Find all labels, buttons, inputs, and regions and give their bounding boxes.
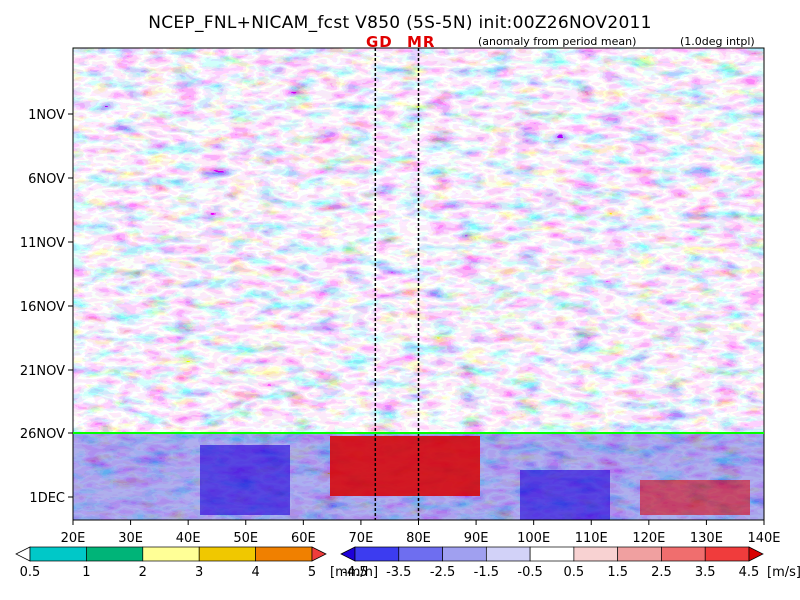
- wind-colorbar-swatch: [704, 546, 750, 562]
- wind-colorbar-swatch: [748, 546, 764, 562]
- y-tick-label: 21NOV: [20, 364, 65, 379]
- x-tick-label: 40E: [176, 531, 201, 546]
- wind-colorbar-label: -3.5: [386, 565, 411, 580]
- x-tick-label: 50E: [233, 531, 258, 546]
- rain-colorbar-label: 4: [251, 565, 259, 580]
- x-tick-label: 30E: [118, 531, 143, 546]
- wind-colorbar-label: 4.5: [739, 565, 760, 580]
- rain-colorbar-swatch: [198, 546, 256, 562]
- x-tick-label: 20E: [61, 531, 86, 546]
- wind-colorbar-unit: [m/s]: [767, 565, 800, 580]
- wind-colorbar-label: 1.5: [607, 565, 628, 580]
- rain-colorbar-swatch: [15, 546, 31, 562]
- wind-colorbar-swatch: [340, 546, 356, 562]
- x-tick-label: 110E: [575, 531, 608, 546]
- rain-colorbar-label: 0.5: [20, 565, 41, 580]
- rain-colorbar: 0.5 1 2 3 4 5 [mm/h]: [15, 546, 378, 580]
- rain-colorbar-swatch: [255, 546, 313, 562]
- y-tick-label: 1NOV: [28, 108, 65, 123]
- wind-colorbar-swatch: [617, 546, 662, 562]
- rain-colorbar-label: 3: [195, 565, 203, 580]
- anomaly-note: (anomaly from period mean): [478, 35, 637, 48]
- wind-colorbar-swatch: [661, 546, 706, 562]
- y-tick-label: 11NOV: [20, 236, 65, 251]
- wind-colorbar-swatch: [398, 546, 443, 562]
- x-tick-label: 60E: [291, 531, 316, 546]
- forecast-red-core: [330, 436, 480, 496]
- x-tick-label: 80E: [406, 531, 431, 546]
- wind-colorbar: -4.5 -3.5 -2.5 -1.5 -0.5 0.5 1.5 2.5 3.5 4.5 [m/s]: [340, 546, 800, 580]
- rain-colorbar-unit: [mm/h]: [330, 565, 378, 580]
- x-tick-label: 90E: [464, 531, 489, 546]
- rain-colorbar-label: 2: [139, 565, 147, 580]
- x-tick-label: 130E: [690, 531, 723, 546]
- wind-colorbar-swatch: [442, 546, 487, 562]
- wind-colorbar-swatch: [573, 546, 619, 562]
- mr-marker-label: MR: [407, 33, 436, 51]
- wind-colorbar-label: -2.5: [430, 565, 455, 580]
- x-tick-label: 70E: [349, 531, 374, 546]
- wind-colorbar-label: -1.5: [474, 565, 499, 580]
- y-axis: 1NOV 6NOV 11NOV 16NOV 21NOV 26NOV 1DEC: [20, 108, 73, 506]
- y-tick-label: 6NOV: [28, 172, 65, 187]
- x-tick-label: 140E: [747, 531, 780, 546]
- rain-colorbar-swatch: [142, 546, 200, 562]
- forecast-blue-core-east: [520, 470, 610, 520]
- y-tick-label: 16NOV: [20, 300, 65, 315]
- x-tick-label: 100E: [517, 531, 550, 546]
- wind-colorbar-swatch: [485, 546, 531, 562]
- x-axis: 20E 30E 40E 50E 60E 70E 80E 90E 100E 110E 120E 130E…: [61, 520, 781, 546]
- rain-colorbar-label: 5: [308, 565, 316, 580]
- wind-colorbar-label: 0.5: [564, 565, 585, 580]
- wind-colorbar-label: 3.5: [695, 565, 716, 580]
- rain-colorbar-swatch: [86, 546, 144, 562]
- y-tick-label: 1DEC: [29, 491, 65, 506]
- x-tick-label: 120E: [632, 531, 665, 546]
- wind-colorbar-label: -0.5: [517, 565, 542, 580]
- gd-marker-label: GD: [366, 33, 393, 51]
- chart-title: NCEP_FNL+NICAM_fcst V850 (5S-5N) init:00…: [148, 13, 652, 33]
- interp-note: (1.0deg intpl): [680, 35, 755, 48]
- wind-colorbar-label: -4.5: [342, 565, 367, 580]
- wind-colorbar-swatch: [529, 546, 575, 562]
- y-tick-label: 26NOV: [20, 427, 65, 442]
- wind-colorbar-swatch: [354, 546, 400, 562]
- rain-colorbar-swatch: [311, 546, 327, 562]
- rain-colorbar-swatch: [29, 546, 87, 562]
- rain-colorbar-label: 1: [82, 565, 90, 580]
- forecast-blue-core-west: [200, 445, 290, 515]
- wind-colorbar-label: 2.5: [651, 565, 672, 580]
- forecast-red-core-east: [640, 480, 750, 515]
